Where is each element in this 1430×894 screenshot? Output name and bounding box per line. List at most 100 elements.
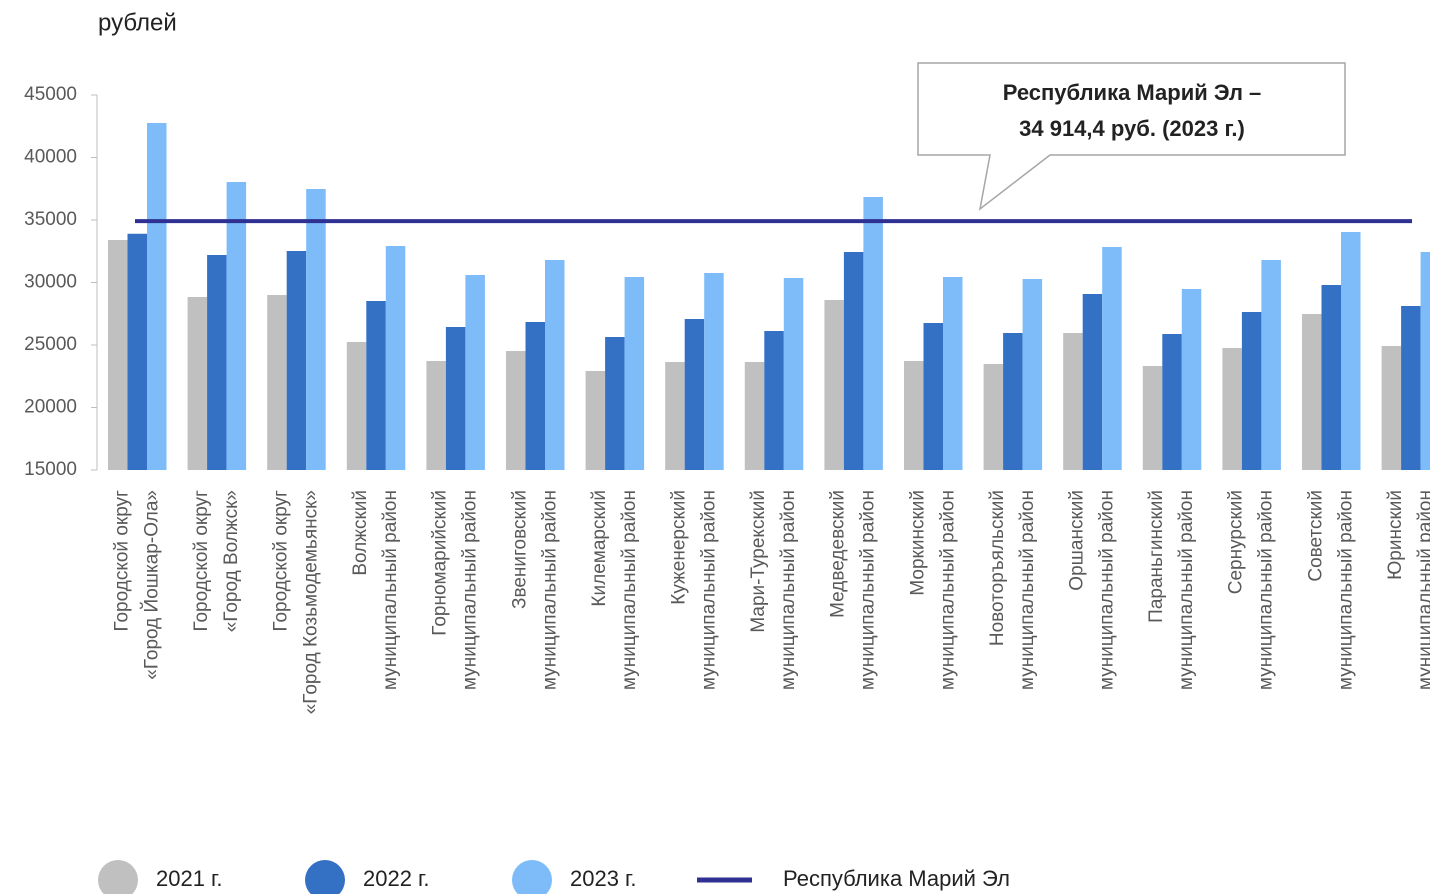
x-tick-label: муниципальный район — [778, 490, 799, 690]
x-tick-label-group: Новоторъяльский муниципальный район — [987, 490, 1038, 690]
x-tick-label: «Город Волжск» — [221, 490, 242, 632]
bar — [1222, 348, 1242, 470]
x-tick-label-group: Городской округ «Город Козьмодемьянск» — [270, 490, 321, 714]
x-tick-label: Новоторъяльский — [987, 490, 1008, 646]
x-tick-label: муниципальный район — [858, 490, 879, 690]
legend-label: 2021 г. — [156, 866, 223, 891]
bar — [943, 277, 963, 470]
y-tick-label: 25000 — [24, 334, 77, 355]
bar — [346, 342, 367, 470]
callout-box — [917, 62, 1346, 211]
bar — [704, 273, 724, 470]
x-tick-label-group: Мари-Турекский муниципальный район — [748, 490, 799, 690]
x-tick-label: Советский — [1305, 490, 1326, 582]
bar — [665, 362, 685, 470]
bar — [1102, 247, 1122, 470]
bar — [1302, 314, 1322, 470]
x-tick-label: Городской округ — [270, 490, 291, 632]
bar — [1162, 334, 1182, 470]
bar — [923, 323, 943, 470]
bar — [843, 252, 864, 470]
x-tick-label-group: Моркинский муниципальный район — [907, 490, 958, 690]
bar — [445, 327, 466, 470]
x-tick-label-group: Советский муниципальный район — [1305, 490, 1356, 690]
bar — [1082, 294, 1103, 470]
x-tick-label-group: Параньгинский муниципальный район — [1146, 490, 1197, 690]
legend-swatch — [512, 860, 552, 894]
x-tick-label-group: Медведевский муниципальный район — [828, 490, 879, 690]
x-tick-label: муниципальный район — [1017, 490, 1038, 690]
x-tick-label-group: Оршанский муниципальный район — [1066, 490, 1117, 690]
x-tick-label: Городской округ — [191, 490, 212, 632]
annotation: 34 914,4 руб. (2023 г.) — [1019, 116, 1245, 141]
bar — [1142, 366, 1163, 470]
x-tick-label-group: Городской округ «Город Йошкар-Ола» — [111, 490, 162, 680]
x-tick-label: Горномарийский — [430, 490, 451, 636]
x-tick-label-group: Килемарский муниципальный район — [589, 490, 640, 690]
x-tick-label-group: Городской округ «Город Волжск» — [191, 490, 242, 632]
bar — [684, 319, 705, 470]
bar — [286, 251, 307, 470]
x-tick-label-group: Горномарийский муниципальный район — [430, 490, 481, 690]
x-tick-label: «Город Козьмодемьянск» — [300, 490, 321, 714]
x-tick-label: Параньгинский — [1146, 490, 1167, 623]
bar — [1022, 279, 1043, 470]
bar — [306, 189, 326, 470]
bar — [1241, 312, 1262, 470]
legend-label: 2023 г. — [570, 866, 637, 891]
y-tick-label: 35000 — [24, 209, 77, 230]
bar — [426, 361, 446, 470]
x-tick-label: муниципальный район — [619, 490, 640, 690]
legend-label: 2022 г. — [363, 866, 430, 891]
x-tick-label: Оршанский — [1066, 490, 1087, 591]
x-tick-label-group: Звениговский муниципальный район — [509, 490, 560, 690]
x-tick-label: муниципальный район — [1096, 490, 1117, 690]
legend-swatch — [305, 860, 345, 894]
bar — [385, 246, 406, 470]
x-tick-label: Мари-Турекский — [748, 490, 769, 633]
x-tick-label: Звениговский — [509, 490, 530, 609]
bar — [983, 364, 1004, 470]
bar — [465, 275, 485, 470]
bar — [545, 260, 565, 470]
bar — [108, 240, 128, 470]
x-tick-label: муниципальный район — [1415, 490, 1430, 690]
x-tick-label: Волжский — [350, 490, 371, 576]
bar — [506, 351, 526, 470]
bar — [585, 371, 606, 470]
bar — [226, 182, 247, 470]
bar — [147, 123, 167, 470]
legend-label: Республика Марий Эл — [783, 866, 1010, 891]
x-tick-label: муниципальный район — [1256, 490, 1277, 690]
bar — [1261, 260, 1281, 470]
bar — [127, 233, 147, 470]
x-tick-label: муниципальный район — [460, 490, 481, 690]
bar — [366, 301, 386, 470]
bar — [624, 277, 645, 470]
x-tick-label: Килемарский — [589, 490, 610, 607]
y-tick-label: 15000 — [24, 459, 77, 480]
x-tick-label: «Город Йошкар-Ола» — [140, 490, 162, 680]
x-tick-label: Моркинский — [907, 490, 928, 596]
x-tick-label: Медведевский — [828, 490, 849, 618]
x-tick-label-group: Юринский муниципальный район — [1385, 490, 1430, 690]
bar — [1181, 289, 1202, 470]
bar — [824, 300, 844, 470]
bar — [605, 337, 625, 470]
bar — [744, 362, 765, 470]
bar — [1063, 333, 1083, 470]
x-tick-label: Куженерский — [668, 490, 689, 605]
x-tick-label: Юринский — [1385, 490, 1406, 580]
x-tick-label: муниципальный район — [1176, 490, 1197, 690]
bar — [1420, 252, 1430, 470]
y-tick-label: 30000 — [24, 272, 77, 293]
bar — [764, 331, 784, 470]
bar — [1401, 306, 1421, 470]
y-tick-label: 45000 — [24, 84, 77, 105]
x-tick-label: муниципальный район — [1335, 490, 1356, 690]
bar — [1381, 346, 1402, 470]
bar — [863, 197, 883, 470]
x-tick-label: муниципальный район — [698, 490, 719, 690]
y-axis-label: рублей — [98, 9, 177, 36]
